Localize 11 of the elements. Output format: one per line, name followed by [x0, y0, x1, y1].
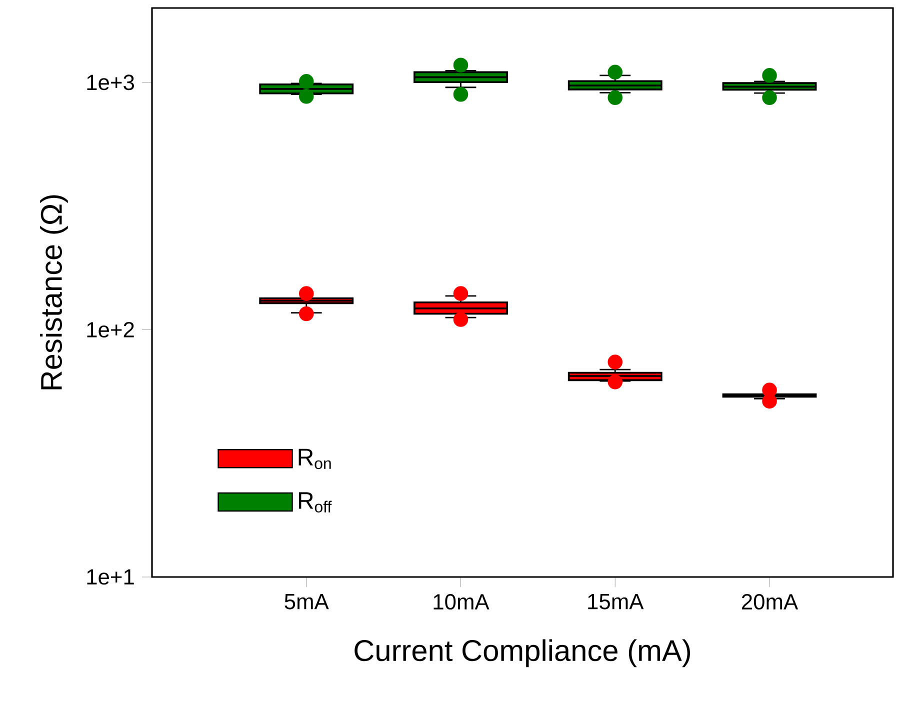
- legend-label: R$_{on}$: [298, 448, 331, 470]
- y-tick-label: 1e+1: [87, 569, 134, 585]
- x-tick-label: 20mA: [742, 594, 798, 610]
- x-tick-label: 5mA: [284, 594, 329, 610]
- y-axis-title: Resistance (Ω): [40, 195, 68, 390]
- x-axis-title: Current Compliance (mA): [354, 639, 690, 668]
- x-tick-label: 10mA: [434, 594, 490, 610]
- x-tick-label: 15mA: [588, 594, 644, 610]
- y-tick-label: 1e+2: [87, 322, 134, 338]
- legend-label: R$_{off}$: [298, 492, 332, 512]
- y-tick-label: 1e+3: [87, 74, 134, 90]
